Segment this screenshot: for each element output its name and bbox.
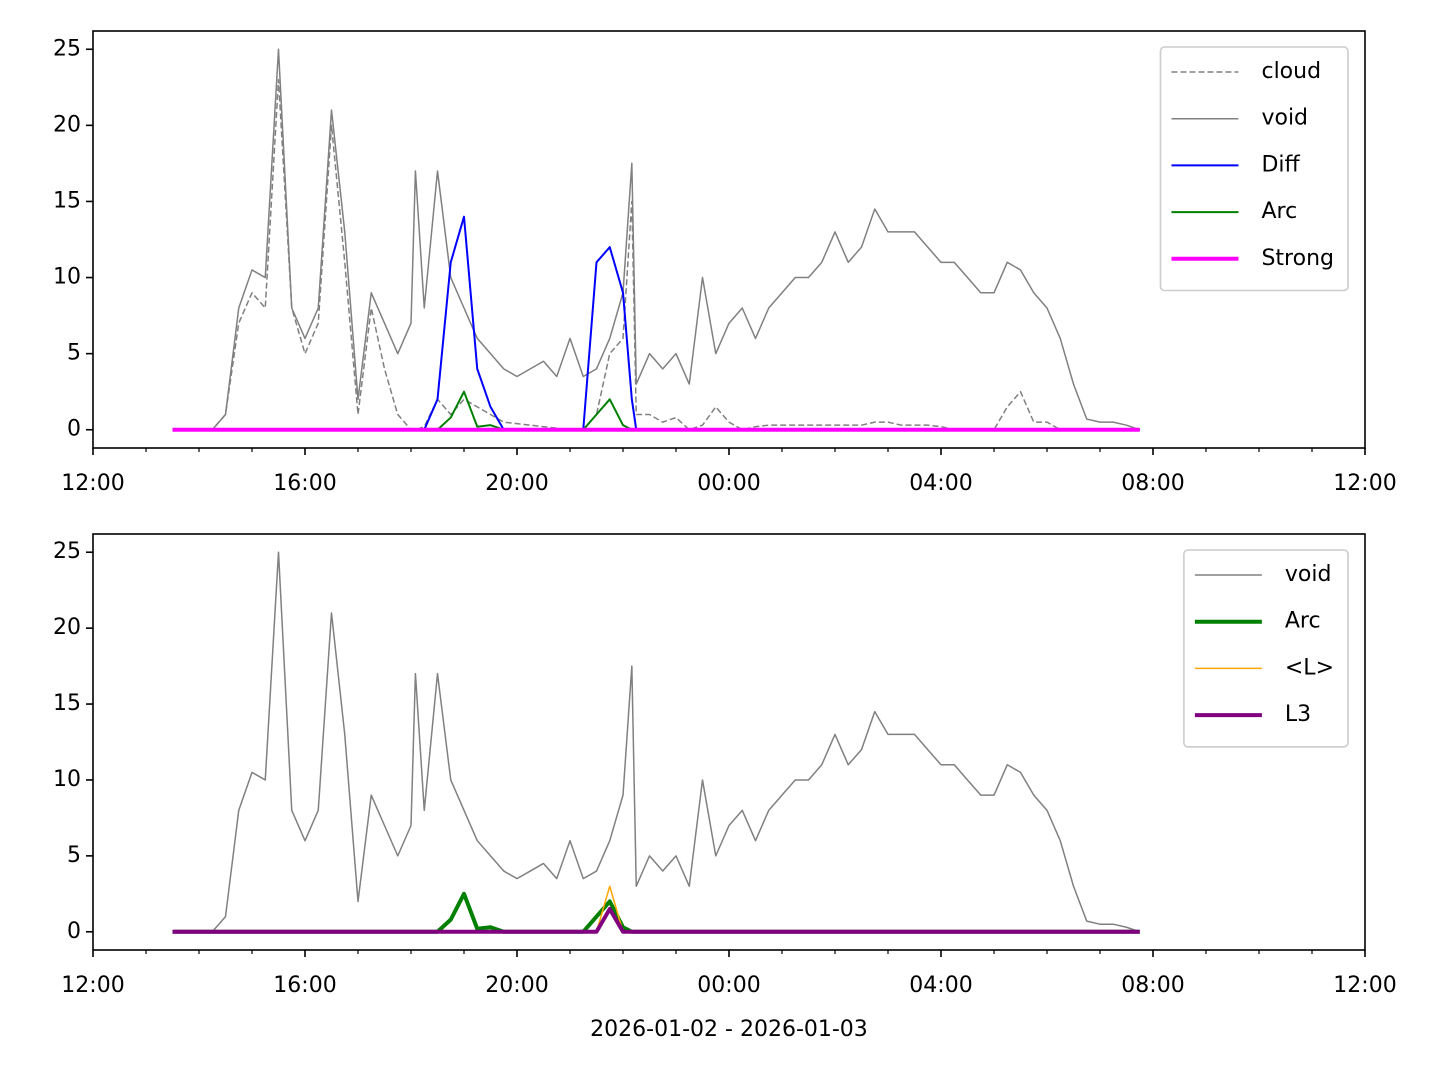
y-tick-label: 5 <box>67 843 81 868</box>
x-tick-label: 20:00 <box>485 973 548 998</box>
y-tick-label: 20 <box>53 615 81 640</box>
y-tick-label: 25 <box>53 539 81 564</box>
y-tick-label: 20 <box>53 112 81 137</box>
legend-label: <L> <box>1285 655 1334 680</box>
legend-label: Strong <box>1261 246 1334 271</box>
series-line <box>172 907 1140 934</box>
legend-label: Arc <box>1261 199 1297 224</box>
legend-label: Arc <box>1285 609 1321 634</box>
x-tick-label: 20:00 <box>485 471 548 496</box>
y-tick-label: 15 <box>53 691 81 716</box>
y-tick-label: 5 <box>67 341 81 366</box>
legend: void Arc <L> L3 <box>1183 549 1349 748</box>
x-tick-label: 04:00 <box>909 471 972 496</box>
legend-box <box>1183 549 1349 748</box>
x-tick-label: 04:00 <box>909 973 972 998</box>
legend-label: Diff <box>1261 152 1300 177</box>
series-line <box>172 551 1140 933</box>
y-tick-label: 25 <box>53 36 81 61</box>
legend: cloud void Diff Arc Strong <box>1159 46 1349 292</box>
y-tick-label: 0 <box>67 919 81 944</box>
x-tick-label: 08:00 <box>1121 973 1184 998</box>
x-tick-label: 12:00 <box>61 973 124 998</box>
legend-label: void <box>1285 562 1332 587</box>
x-tick-label: 16:00 <box>273 471 336 496</box>
axes-frame <box>92 533 1366 951</box>
y-tick-label: 10 <box>53 265 81 290</box>
series-line <box>172 78 1140 431</box>
legend-label: void <box>1261 106 1308 131</box>
axes-frame <box>92 30 1366 449</box>
x-tick-label: 00:00 <box>697 973 760 998</box>
plot-area <box>172 48 1140 432</box>
legend-label: L3 <box>1285 702 1311 727</box>
x-tick-label: 00:00 <box>697 471 760 496</box>
x-tick-label: 08:00 <box>1121 471 1184 496</box>
series-line <box>172 48 1140 431</box>
y-tick-label: 10 <box>53 767 81 792</box>
y-tick-label: 0 <box>67 417 81 442</box>
x-tick-label: 12:00 <box>1333 973 1396 998</box>
legend-label: cloud <box>1261 59 1321 84</box>
x-tick-label: 16:00 <box>273 973 336 998</box>
x-tick-label: 12:00 <box>1333 471 1396 496</box>
legend-box <box>1159 46 1349 292</box>
plot-area <box>172 551 1140 934</box>
x-tick-label: 12:00 <box>61 471 124 496</box>
y-tick-label: 15 <box>53 188 81 213</box>
x-axis-label: 2026-01-02 - 2026-01-03 <box>590 1017 868 1042</box>
